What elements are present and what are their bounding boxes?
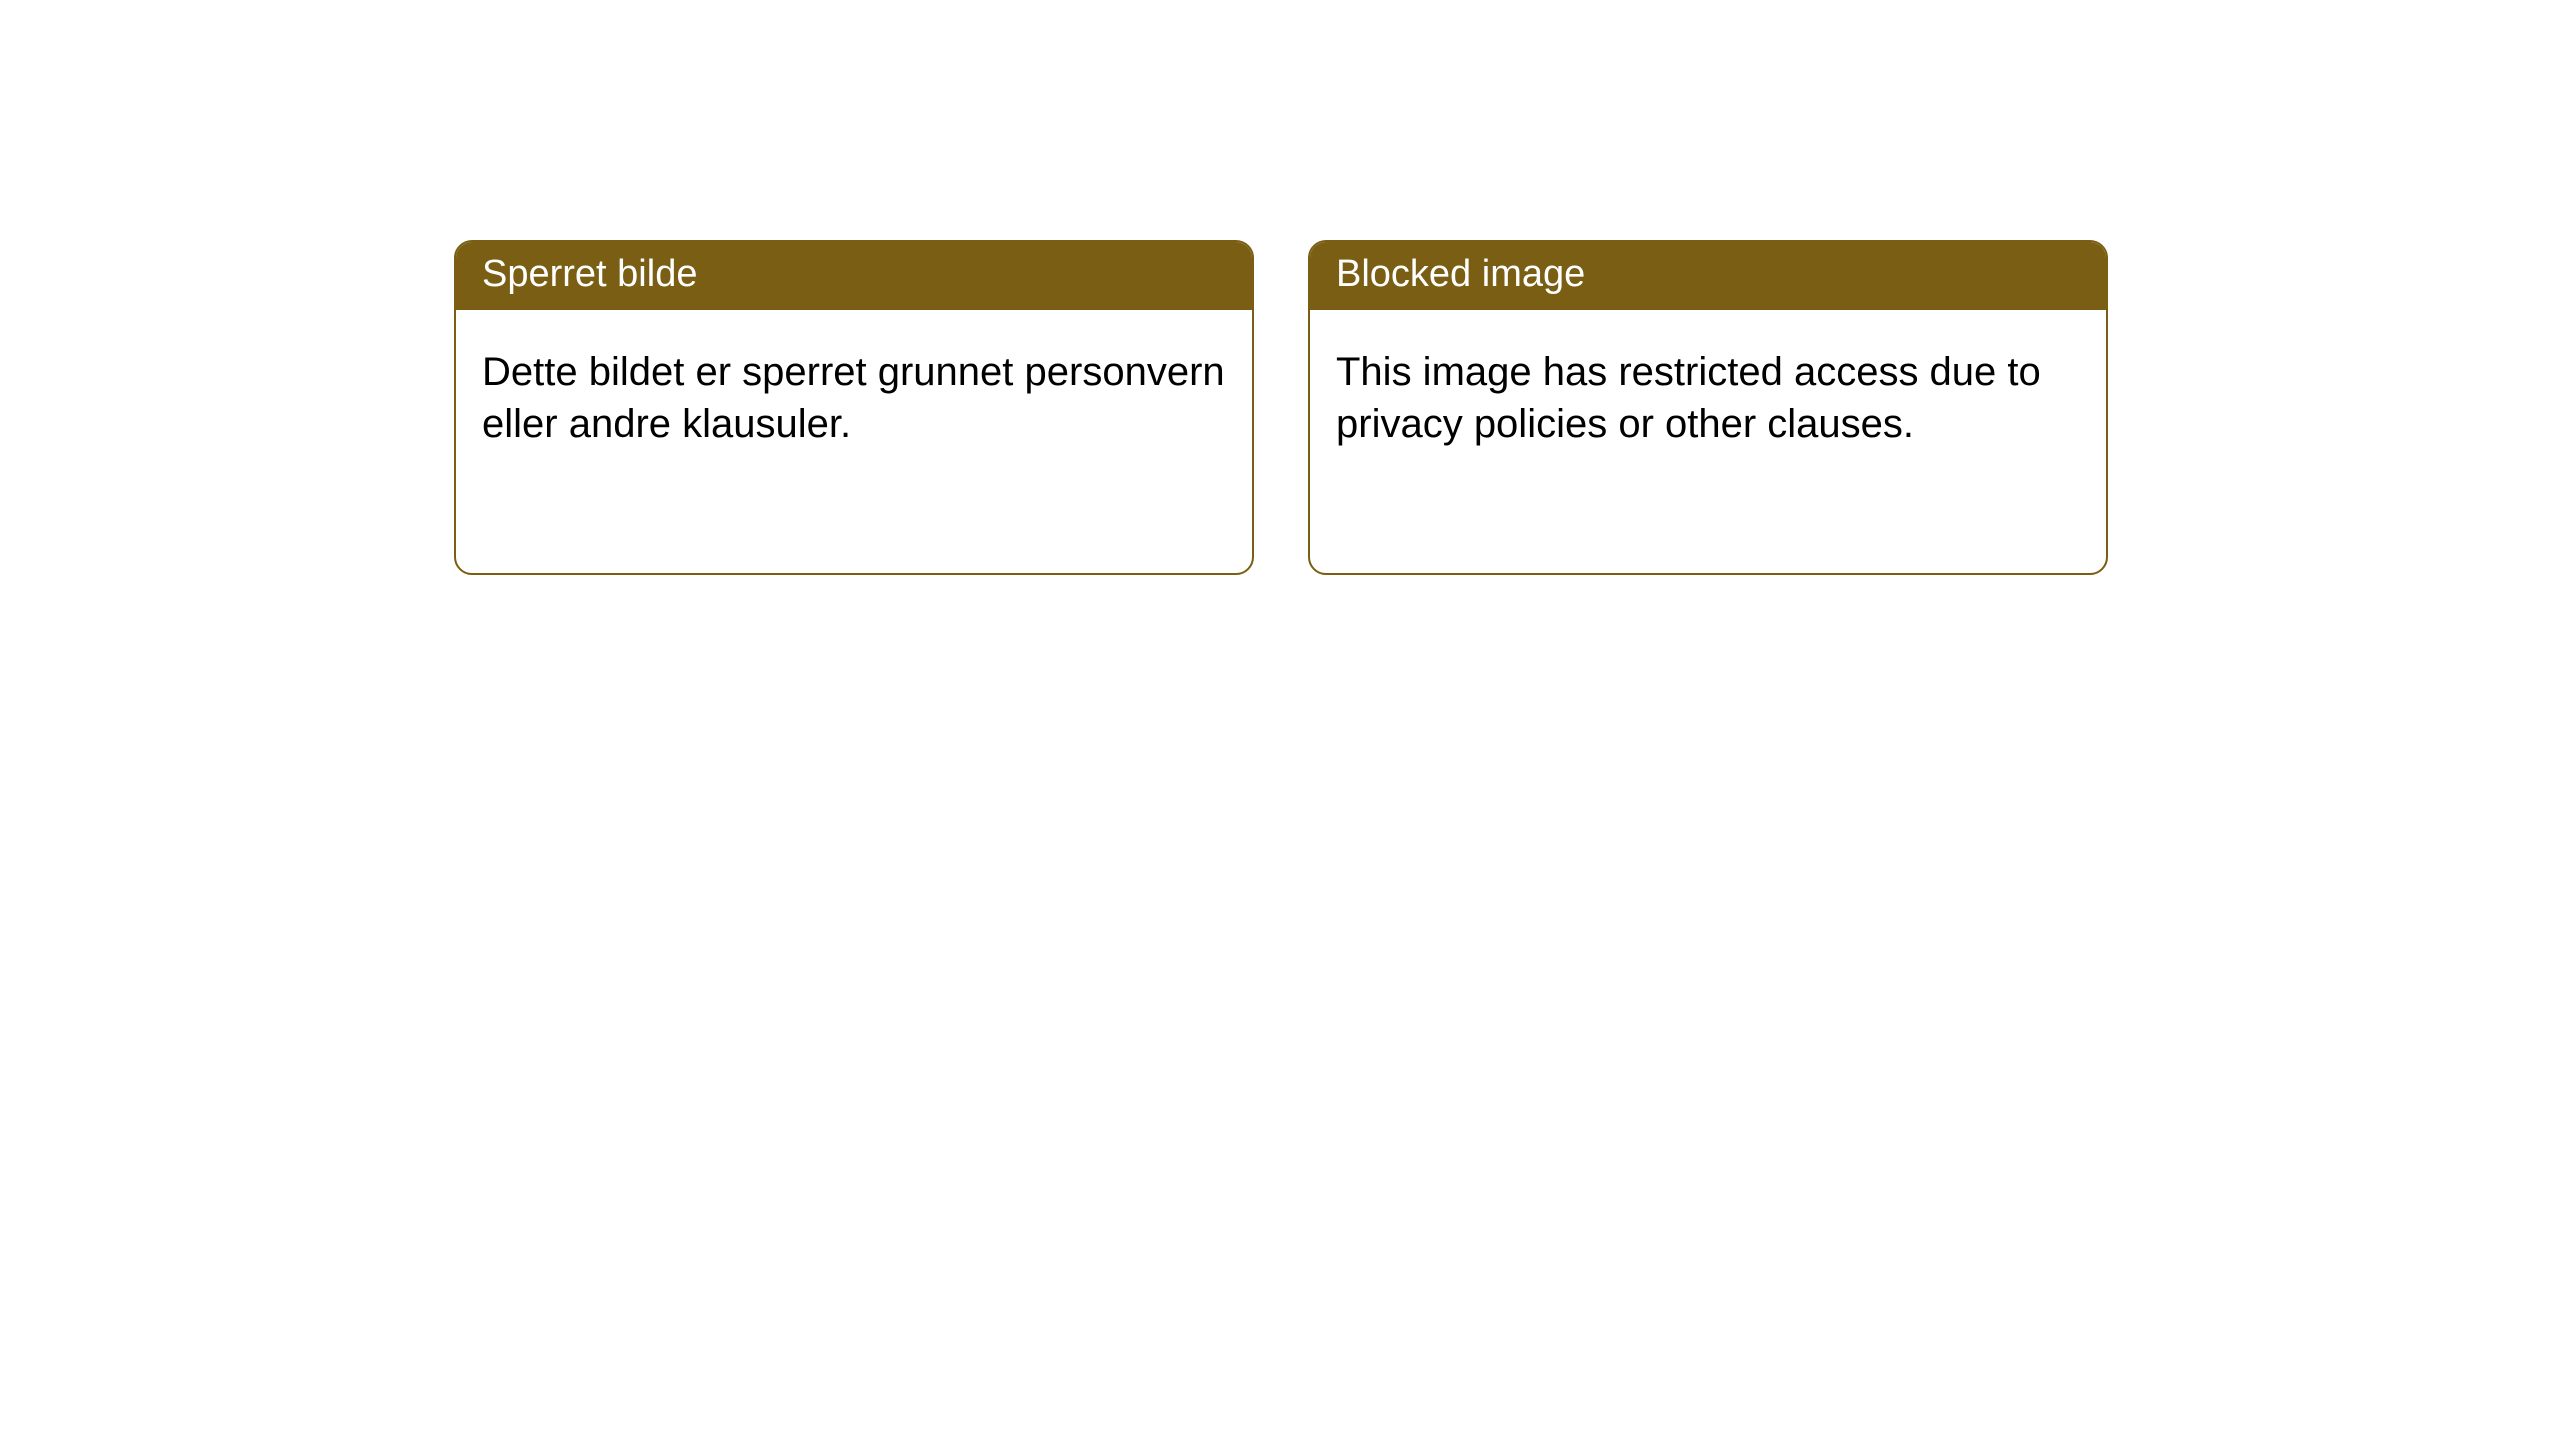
card-body: This image has restricted access due to … (1310, 310, 2106, 476)
notice-card-norwegian: Sperret bilde Dette bildet er sperret gr… (454, 240, 1254, 575)
card-title: Sperret bilde (482, 253, 697, 295)
card-header: Sperret bilde (456, 242, 1252, 310)
notice-cards-container: Sperret bilde Dette bildet er sperret gr… (0, 0, 2560, 575)
card-header: Blocked image (1310, 242, 2106, 310)
card-body-text: Dette bildet er sperret grunnet personve… (482, 350, 1225, 446)
notice-card-english: Blocked image This image has restricted … (1308, 240, 2108, 575)
card-body: Dette bildet er sperret grunnet personve… (456, 310, 1252, 476)
card-body-text: This image has restricted access due to … (1336, 350, 2041, 446)
card-title: Blocked image (1336, 253, 1585, 295)
